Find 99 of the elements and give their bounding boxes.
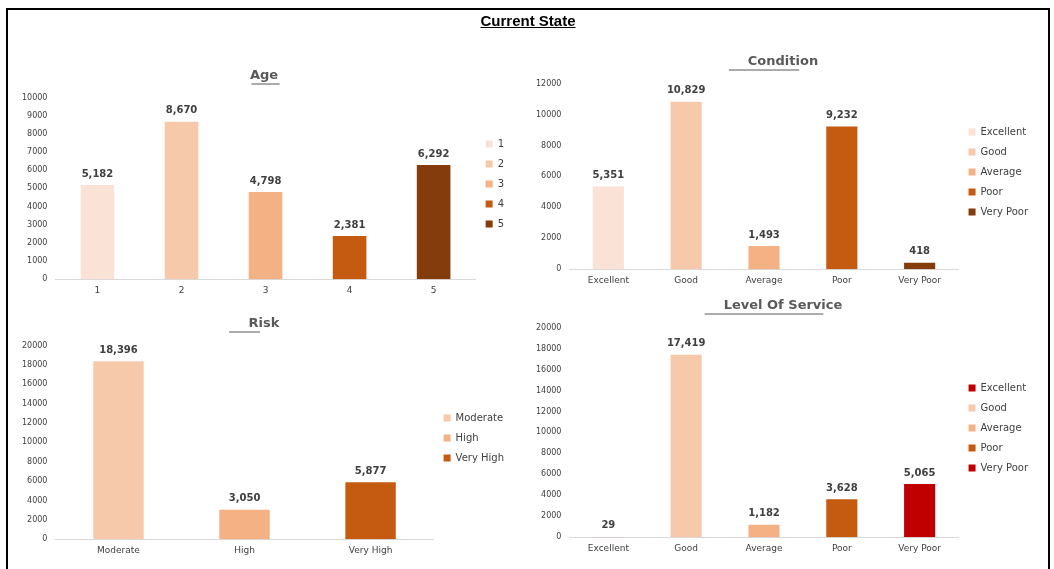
legend-label: 4 (497, 197, 505, 209)
x-tick-label: Good (674, 274, 699, 285)
y-tick-label: 10000 (22, 437, 48, 447)
y-tick-label: 18000 (22, 360, 48, 370)
data-label: 418 (909, 245, 931, 257)
chart-title: Age (249, 67, 279, 83)
y-tick-label: 7000 (27, 147, 48, 157)
legend-label: Very Poor (980, 205, 1029, 217)
x-tick-label: 2 (178, 284, 185, 295)
x-tick-label: Very Poor (898, 274, 942, 285)
y-tick-label: 8000 (27, 129, 48, 138)
legend-label: Poor (980, 441, 1004, 453)
legend-label: 5 (497, 217, 505, 229)
y-tick-label: 10000 (536, 109, 562, 119)
legend-label: 1 (497, 137, 505, 149)
y-tick-label: 0 (556, 532, 562, 542)
y-tick-label: 4000 (27, 201, 48, 211)
x-tick-label: Poor (831, 542, 853, 553)
y-tick-label: 8000 (27, 456, 48, 466)
y-tick-label: 10000 (536, 427, 562, 437)
data-label: 8,670 (165, 104, 198, 116)
y-tick-label: 3000 (27, 219, 48, 229)
data-label: 5,065 (903, 466, 936, 478)
x-tick-label: High (234, 544, 255, 555)
y-tick-label: 18000 (536, 343, 562, 353)
data-label: 9,232 (826, 109, 858, 121)
legend-label: 2 (497, 157, 505, 169)
x-tick-label: Very High (348, 544, 393, 555)
legend-label: Good (980, 145, 1007, 157)
y-tick-label: 20000 (22, 340, 48, 350)
data-label: 1,182 (748, 507, 780, 519)
y-tick-label: 2000 (541, 511, 562, 521)
y-tick-label: 2000 (27, 514, 48, 524)
y-tick-label: 0 (42, 274, 48, 284)
y-tick-label: 6000 (541, 469, 562, 479)
data-label: 5,351 (592, 169, 625, 181)
y-tick-label: 12000 (536, 78, 562, 88)
y-tick-label: 12000 (536, 406, 562, 416)
legend-label: Excellent (980, 381, 1027, 393)
y-tick-label: 2000 (27, 237, 48, 247)
x-tick-label: 1 (94, 284, 101, 295)
data-label: 29 (601, 519, 616, 531)
legend-label: Very Poor (980, 461, 1029, 473)
y-tick-label: 16000 (536, 364, 562, 374)
chart-title: Level Of Service (723, 297, 843, 313)
x-tick-label: Average (745, 542, 783, 553)
legend-label: Good (980, 401, 1007, 413)
y-tick-label: 16000 (22, 379, 48, 389)
y-tick-label: 8000 (541, 140, 562, 150)
data-label: 18,396 (99, 343, 138, 355)
chart-title: Condition (747, 53, 819, 69)
x-tick-label: Moderate (97, 544, 141, 555)
y-tick-label: 6000 (541, 171, 562, 181)
legend-label: High (455, 431, 479, 443)
data-label: 3,628 (826, 481, 858, 493)
y-tick-label: 0 (556, 264, 562, 274)
y-tick-label: 5000 (27, 183, 48, 193)
x-tick-label: Average (745, 274, 783, 285)
chart-title: Risk (248, 315, 280, 331)
y-tick-label: 6000 (27, 476, 48, 486)
data-label: 6,292 (417, 147, 450, 159)
y-tick-label: 0 (42, 534, 48, 544)
data-label: 4,798 (249, 174, 282, 186)
y-tick-label: 9000 (27, 110, 48, 120)
data-label: 17,419 (666, 337, 706, 349)
y-tick-label: 14000 (22, 398, 48, 408)
x-tick-label: Excellent (587, 542, 630, 553)
data-label: 10,829 (666, 84, 706, 96)
legend-label: Moderate (455, 411, 504, 423)
y-tick-label: 8000 (541, 448, 562, 458)
data-label: 5,182 (81, 167, 114, 179)
data-label: 3,050 (228, 492, 261, 504)
x-tick-label: Poor (831, 274, 853, 285)
x-tick-label: 3 (262, 284, 269, 295)
y-tick-label: 4000 (541, 490, 562, 500)
data-label: 5,877 (354, 464, 387, 476)
y-tick-label: 10000 (22, 92, 48, 102)
y-tick-label: 20000 (536, 322, 562, 332)
legend-label: 3 (497, 177, 505, 189)
x-tick-label: Very Poor (898, 542, 942, 553)
legend-label: Excellent (980, 125, 1027, 137)
x-tick-label: 4 (346, 284, 353, 295)
legend-label: Poor (980, 185, 1004, 197)
text: Current State (479, 12, 577, 29)
x-tick-label: 5 (430, 284, 437, 295)
data-label: 1,493 (748, 228, 780, 240)
legend-label: Average (980, 421, 1022, 433)
legend-label: Average (980, 165, 1022, 177)
y-tick-label: 4000 (541, 202, 562, 212)
y-tick-label: 12000 (22, 418, 48, 428)
x-tick-label: Good (674, 542, 699, 553)
y-tick-label: 1000 (27, 256, 48, 266)
y-tick-label: 6000 (27, 165, 48, 175)
data-label: 2,381 (333, 218, 366, 230)
x-tick-label: Excellent (587, 274, 630, 285)
legend-label: Very High (455, 451, 505, 463)
y-tick-label: 14000 (536, 385, 562, 395)
y-tick-label: 4000 (27, 495, 48, 505)
y-tick-label: 2000 (541, 233, 562, 243)
